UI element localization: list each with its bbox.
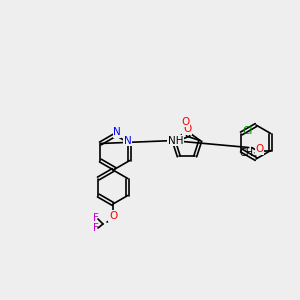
- Text: O: O: [183, 124, 191, 134]
- Text: O: O: [109, 211, 117, 221]
- Text: N: N: [124, 136, 132, 146]
- Text: O: O: [181, 117, 189, 127]
- Text: F: F: [93, 223, 99, 233]
- Text: CH₃: CH₃: [239, 148, 257, 158]
- Text: Cl: Cl: [242, 127, 253, 136]
- Text: O: O: [256, 145, 264, 154]
- Text: F: F: [93, 213, 99, 223]
- Text: NH: NH: [168, 136, 183, 146]
- Text: N: N: [113, 127, 121, 137]
